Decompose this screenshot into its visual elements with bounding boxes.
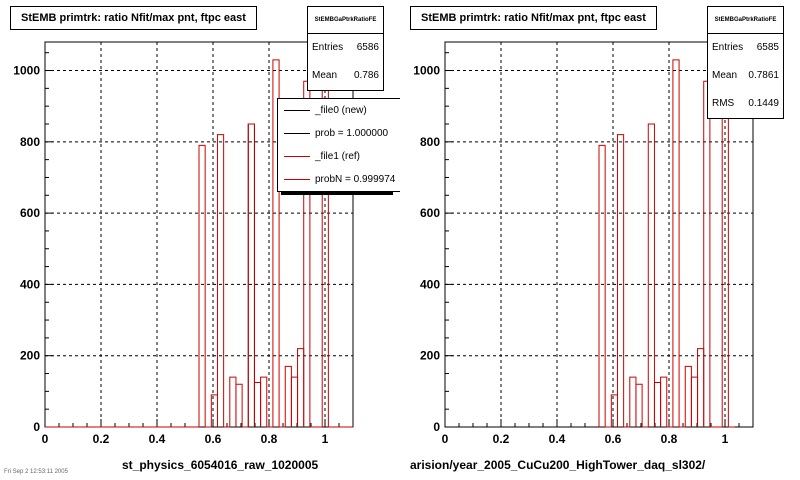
left-x-tick-label: 0.6 — [205, 432, 222, 446]
left-y-tick-label: 400 — [20, 277, 40, 291]
right-x-tick-label: 0.2 — [493, 432, 510, 446]
left-bin-s1 — [260, 376, 268, 427]
left-x-tick-label: 0.8 — [261, 432, 278, 446]
right-y-tick-label: 400 — [420, 277, 440, 291]
right-histogram-plot: 0 0.2 0.4 0.6 0.8 1 0 200 400 600 800 1000 — [413, 41, 754, 446]
right-bin-s0 — [660, 376, 668, 427]
right-bin-s0 — [598, 144, 606, 427]
right-bin-s0 — [653, 381, 662, 427]
left-histogram-pad: 0 0.2 0.4 0.6 0.8 1 0 200 400 600 800 1000 StEMB pr… — [10, 6, 400, 472]
left-y-tick-label: 800 — [20, 135, 40, 149]
legend-entry-file0: _file0 (new) — [278, 99, 400, 122]
right-stats-entries-value: 6585 — [756, 42, 779, 53]
right-stats-entries-label: Entries — [712, 42, 744, 53]
left-bin-s1 — [303, 80, 311, 427]
legend-entry-probn: probN = 0.999974 — [278, 168, 400, 191]
legend-swatch-file1 — [284, 156, 310, 157]
left-stats-header: StEMBGaPtrkRatioFE — [308, 7, 383, 34]
right-bin-s0 — [703, 80, 711, 427]
left-y-tick-label: 0 — [33, 420, 40, 434]
legend-entry-file1: _file1 (ref) — [278, 145, 400, 168]
legend-label-file0: _file0 (new) — [315, 105, 367, 116]
right-bin-s0 — [690, 376, 699, 427]
right-bin-s0 — [629, 376, 637, 427]
right-stats-mean-row: Mean 0.7861 — [708, 62, 783, 90]
left-y-tick-label: 600 — [20, 206, 40, 220]
left-bin-s1 — [290, 376, 299, 427]
left-stats-mean-row: Mean 0.786 — [308, 62, 383, 90]
left-x-tick-label: 0.4 — [149, 432, 166, 446]
left-bin-s1 — [198, 144, 206, 427]
left-bin-s1 — [297, 348, 305, 427]
right-stats-box: StEMBGaPtrkRatioFE Entries 6585 Mean 0.7… — [707, 6, 784, 119]
right-bin-s0 — [610, 394, 618, 427]
right-y-tick-label: 0 — [433, 420, 440, 434]
legend-swatch-probn — [284, 179, 310, 180]
right-y-tick-label: 800 — [420, 135, 440, 149]
right-stats-rms-row: RMS 0.1449 — [708, 90, 783, 118]
left-histogram-plot: 0 0.2 0.4 0.6 0.8 1 0 200 400 600 800 1000 — [13, 41, 354, 446]
left-y-tick-label: 200 — [20, 349, 40, 363]
left-bin-s1 — [216, 134, 225, 427]
left-stats-entries-row: Entries 6586 — [308, 34, 383, 62]
right-histogram-title: StEMB primtrk: ratio Nfit/max pnt, ftpc … — [410, 6, 657, 30]
legend-shadow — [281, 191, 393, 195]
right-stats-header: StEMBGaPtrkRatioFE — [708, 7, 783, 34]
left-x-tick-label: 1 — [322, 432, 329, 446]
left-bin-s0 — [247, 123, 255, 427]
left-stats-box: StEMBGaPtrkRatioFE Entries 6586 Mean 0.7… — [307, 6, 384, 91]
left-x-caption: st_physics_6054016_raw_1020005 — [122, 458, 319, 472]
right-bin-s0 — [616, 134, 625, 427]
legend-swatch-prob — [284, 133, 310, 134]
left-histogram-title: StEMB primtrk: ratio Nfit/max pnt, ftpc … — [10, 6, 257, 30]
right-bin-s0 — [635, 383, 643, 427]
left-legend: _file0 (new) prob = 1.000000 _file1 (ref… — [277, 98, 400, 192]
right-stats-mean-value: 0.7861 — [748, 70, 779, 81]
left-stats-mean-value: 0.786 — [353, 70, 379, 81]
right-x-caption: arision/year_2005_CuCu200_HighTower_daq_… — [410, 458, 706, 472]
left-y-tick-label: 1000 — [13, 64, 40, 78]
left-bin-s1 — [229, 376, 237, 427]
right-x-tick-label: 0.8 — [661, 432, 678, 446]
right-bin-s0 — [672, 59, 680, 427]
left-stats-mean-label: Mean — [312, 70, 338, 81]
left-bin-s1 — [272, 59, 280, 427]
right-histogram-pad: 0 0.2 0.4 0.6 0.8 1 0 200 400 600 800 1000 StEMB pr… — [400, 0, 800, 480]
legend-label-probn: probN = 0.999974 — [315, 174, 396, 185]
right-y-tick-label: 1000 — [413, 64, 440, 78]
left-stats-entries-value: 6586 — [356, 42, 379, 53]
left-bin-s1 — [235, 383, 243, 427]
right-x-tick-label: 0 — [442, 432, 449, 446]
left-x-tick-label: 0 — [42, 432, 49, 446]
left-bin-s1 — [284, 365, 292, 427]
right-stats-rms-value: 0.1449 — [748, 98, 779, 109]
right-bin-s0 — [647, 123, 655, 427]
right-stats-rms-label: RMS — [712, 98, 735, 109]
left-x-tick-label: 0.2 — [93, 432, 110, 446]
footer-timestamp: Fri Sep 2 12:53:11 2005 — [4, 469, 68, 475]
right-stats-entries-row: Entries 6585 — [708, 34, 783, 62]
right-stats-mean-label: Mean — [712, 70, 738, 81]
left-stats-entries-label: Entries — [312, 42, 344, 53]
right-x-tick-label: 0.6 — [605, 432, 622, 446]
legend-entry-prob: prob = 1.000000 — [278, 122, 400, 145]
right-bin-s0 — [697, 348, 705, 427]
left-bin-s1 — [210, 394, 218, 427]
legend-label-prob: prob = 1.000000 — [315, 128, 389, 139]
right-y-tick-label: 600 — [420, 206, 440, 220]
legend-label-file1: _file1 (ref) — [315, 151, 361, 162]
right-x-tick-label: 0.4 — [549, 432, 566, 446]
left-bin-s1 — [247, 123, 255, 427]
right-x-tick-label: 1 — [722, 432, 729, 446]
legend-swatch-file0 — [284, 110, 310, 111]
right-y-tick-label: 200 — [420, 349, 440, 363]
right-bin-s0 — [684, 365, 692, 427]
left-bin-s1 — [253, 381, 262, 427]
